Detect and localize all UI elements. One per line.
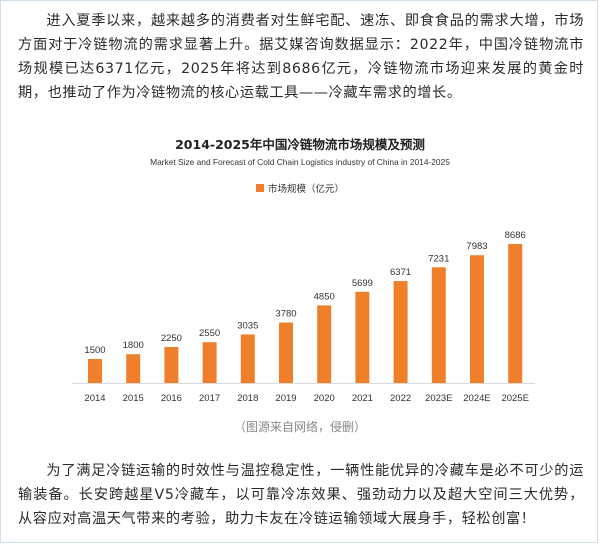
bar-2014 xyxy=(88,358,102,383)
data-label-2015: 1800 xyxy=(123,340,144,351)
legend-swatch xyxy=(255,184,264,192)
x-tick-label-2014: 2014 xyxy=(84,393,105,404)
chart-subtitle: Market Size and Forecast of Cold Chain L… xyxy=(150,157,450,167)
data-label-2022: 6371 xyxy=(390,267,411,278)
x-tick-label-2022: 2022 xyxy=(390,393,411,404)
x-tick-label-2023E: 2023E xyxy=(425,393,452,404)
data-label-2019: 3780 xyxy=(275,309,296,320)
bar-2016 xyxy=(164,346,179,383)
x-tick-label-2025E: 2025E xyxy=(501,393,528,404)
x-tick-label-2018: 2018 xyxy=(237,393,258,404)
intro-paragraph: 进入夏季以来，越来越多的消费者对生鲜宅配、速冻、即食食品的需求大增，市场方面对于… xyxy=(18,13,584,101)
x-tick-label-2020: 2020 xyxy=(314,393,335,404)
bar-2022 xyxy=(393,281,408,383)
image-caption: （图源来自网络，侵删） xyxy=(233,420,366,434)
bar-2015 xyxy=(126,354,141,383)
closing-paragraph: 为了满足冷链运输的时效性与温控稳定性，一辆性能优异的冷藏车是必不可少的运输装备。… xyxy=(18,463,584,527)
bar-2025E xyxy=(508,244,523,383)
data-label-2023E: 7231 xyxy=(428,253,449,264)
data-label-2014: 1500 xyxy=(84,345,105,356)
bar-2018 xyxy=(240,334,255,383)
x-tick-label-2017: 2017 xyxy=(199,393,220,404)
x-tick-label-2021: 2021 xyxy=(352,393,373,404)
x-tick-label-2015: 2015 xyxy=(123,393,144,404)
data-label-2024E: 7983 xyxy=(466,241,487,252)
bar-2020 xyxy=(317,305,332,383)
bar-2019 xyxy=(279,322,293,383)
data-label-2017: 2550 xyxy=(199,328,220,339)
bar-2023E xyxy=(431,267,446,383)
bar-chart: 1500 2014 1800 2015 2250 2016 2550 2017 3035 2018… xyxy=(72,230,535,404)
bar-2021 xyxy=(355,291,370,383)
data-label-2020: 4850 xyxy=(314,291,335,302)
x-tick-label-2024E: 2024E xyxy=(463,393,490,404)
x-tick-label-2016: 2016 xyxy=(161,393,182,404)
chart-legend: 市场规模（亿元） xyxy=(0,181,600,195)
data-label-2025E: 8686 xyxy=(505,230,526,241)
data-label-2021: 5699 xyxy=(352,278,373,289)
data-label-2016: 2250 xyxy=(161,333,182,344)
chart-title: 2014-2025年中国冷链物流市场规模及预测 xyxy=(175,137,425,152)
legend-label: 市场规模（亿元） xyxy=(267,184,344,195)
bar-2017 xyxy=(202,342,217,383)
x-tick-label-2019: 2019 xyxy=(275,393,296,404)
data-label-2018: 3035 xyxy=(237,320,258,331)
bar-2024E xyxy=(470,255,484,383)
